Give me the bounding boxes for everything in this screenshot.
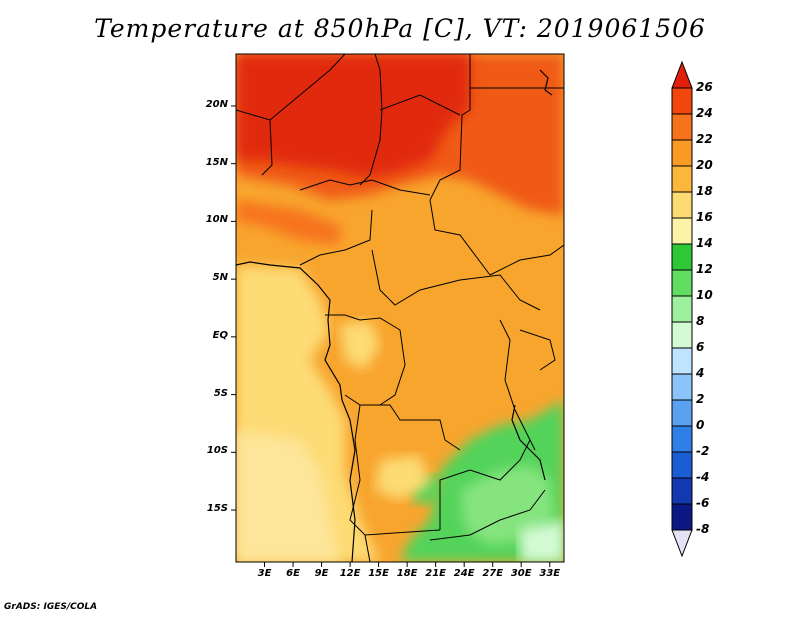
colorbar-box	[671, 503, 693, 531]
colorbar-level-label: -4	[696, 470, 710, 484]
x-tick-label: 24E	[453, 568, 475, 579]
colorbar-box	[671, 451, 693, 479]
colorbar-bottom-triangle	[671, 529, 693, 558]
colorbar-level-label: 2	[696, 392, 705, 406]
x-tick-label: 3E	[257, 568, 272, 579]
colorbar-box	[671, 165, 693, 193]
y-tick-label: 5N	[212, 272, 228, 284]
field-gabon	[340, 320, 380, 370]
axis-ticks	[231, 105, 551, 567]
y-tick-label: 20N	[205, 98, 228, 110]
colorbar-level-label: -8	[696, 522, 710, 536]
border-mali-west	[261, 119, 273, 176]
border-south-sudan	[489, 244, 564, 276]
field-coast-south	[236, 430, 340, 562]
field-cool-patch	[520, 520, 564, 562]
field-southeast-light	[460, 465, 555, 545]
x-tick-label: 27E	[482, 568, 504, 579]
colorbar-box	[671, 477, 693, 505]
colorbar-box	[671, 191, 693, 219]
colorbar-level-label: 24	[696, 106, 713, 120]
border-niger-north	[379, 94, 461, 116]
colorbar-top-triangle	[671, 60, 693, 89]
colorbar	[671, 60, 693, 558]
field-sahara	[236, 54, 470, 178]
y-tick-label: 15S	[206, 503, 228, 515]
colorbar-box	[671, 295, 693, 323]
colorbar-level-label: 0	[696, 418, 705, 432]
border-algeria-mali	[236, 54, 346, 121]
border-namibia	[364, 534, 371, 562]
credit-text: GrADS: IGES/COLA	[4, 602, 98, 612]
border-zambia	[439, 439, 531, 530]
colorbar-box	[671, 269, 693, 297]
colorbar-box	[671, 139, 693, 167]
border-car	[371, 249, 541, 311]
colorbar-level-label: 18	[696, 184, 713, 198]
y-tick-label: 10S	[206, 445, 228, 457]
map-title: Temperature at 850hPa [C], VT: 201906150…	[94, 14, 706, 43]
colorbar-box	[671, 425, 693, 453]
y-tick-label: EQ	[212, 329, 228, 341]
x-tick-label: 9E	[314, 568, 329, 579]
y-tick-label: 10N	[205, 214, 228, 226]
x-tick-label: 18E	[396, 568, 418, 579]
map-frame	[235, 53, 565, 563]
border-lake-victoria	[519, 329, 556, 371]
border-congo	[325, 314, 406, 406]
colorbar-level-label: 16	[696, 210, 713, 224]
colorbar-level-label: 22	[696, 132, 713, 146]
colorbar-level-label: -2	[696, 444, 710, 458]
x-tick-label: 15E	[368, 568, 389, 579]
coastline-redsea	[539, 69, 553, 96]
coastline	[235, 69, 553, 563]
colorbar-level-label: 6	[696, 340, 705, 354]
y-tick-label: 5S	[213, 387, 228, 399]
border-chad-sudan	[429, 199, 491, 276]
colorbar-level-label: 14	[696, 236, 713, 250]
y-tick-label: 15N	[205, 156, 228, 168]
colorbar-box	[671, 373, 693, 401]
x-tick-label: 33E	[539, 568, 561, 579]
colorbar-level-label: 26	[696, 80, 713, 94]
colorbar-box	[671, 243, 693, 271]
colorbar-level-label: -6	[696, 496, 710, 510]
colorbar-box	[671, 347, 693, 375]
colorbar-level-label: 4	[696, 366, 705, 380]
colorbar-box	[671, 399, 693, 427]
colorbar-box	[671, 321, 693, 349]
x-tick-label: 21E	[425, 568, 447, 579]
coastline-west	[235, 261, 356, 563]
border-libya-chad	[429, 54, 471, 201]
border-angola	[349, 404, 441, 536]
lake-tanganyika	[511, 404, 546, 481]
border-nigeria-south	[299, 209, 373, 266]
colorbar-level-label: 8	[696, 314, 705, 328]
field-westafrica-band	[236, 200, 340, 245]
border-niger-west	[359, 54, 383, 186]
country-borders	[236, 54, 564, 562]
x-tick-label: 6E	[286, 568, 300, 579]
colorbar-box	[671, 217, 693, 245]
colorbar-level-label: 20	[696, 158, 713, 172]
x-tick-label: 12E	[339, 568, 361, 579]
colorbar-level-label: 10	[696, 288, 713, 302]
temperature-field	[236, 54, 564, 562]
border-rift	[499, 319, 536, 451]
colorbar-box	[671, 87, 693, 115]
border-zambia-south	[429, 489, 546, 541]
border-niger-nigeria	[299, 179, 431, 196]
field-angola-pale	[375, 455, 430, 500]
colorbar-box	[671, 113, 693, 141]
colorbar-level-label: 12	[696, 262, 713, 276]
x-tick-label: 30E	[510, 568, 532, 579]
